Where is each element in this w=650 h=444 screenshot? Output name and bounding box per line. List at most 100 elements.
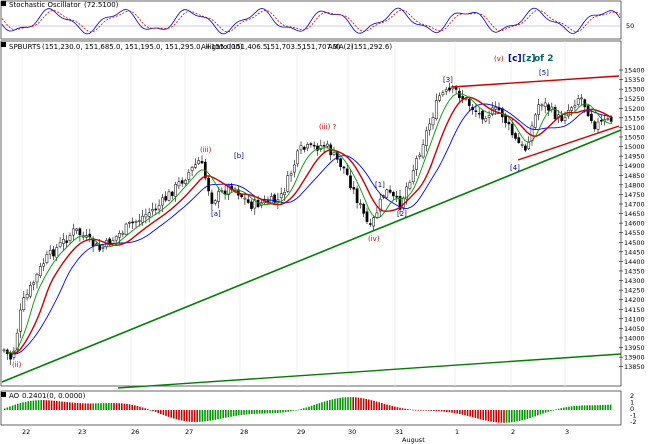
ao-bar (279, 410, 282, 413)
date-tick-label: 23 (78, 428, 86, 436)
ao-bar (321, 402, 323, 410)
date-axis[interactable]: August 22 23 26 27 28 29 30 31 1 2 3 (22, 428, 569, 444)
stoch-value: (72.5100) (84, 1, 119, 9)
ao-bar (482, 410, 484, 420)
candle-body (98, 244, 102, 251)
candle-body (227, 185, 230, 195)
ao-bar (505, 410, 508, 423)
candle-body (583, 99, 587, 108)
candle-body (9, 352, 12, 360)
ao-bar (222, 410, 224, 419)
panel-menu-icon[interactable] (1, 42, 6, 47)
price-panel[interactable]: SPBURTS (151,230.0, 151,685.0, 151,195.0… (0, 40, 645, 389)
candle-body (58, 242, 62, 247)
ao-bar (147, 409, 149, 410)
ao-bar (264, 410, 266, 414)
ao-bar (183, 410, 185, 421)
candle-body (405, 186, 408, 200)
ao-bar (209, 410, 211, 421)
candle-body (428, 123, 432, 131)
candle-body (233, 188, 237, 191)
candle-body (101, 247, 105, 249)
ao-panel[interactable]: AO 0.2401(0, 0.0000) 210-1-2 (0, 390, 636, 426)
ao-bar (339, 397, 341, 410)
price-tick-label: 15350 (624, 76, 645, 84)
ao-bar (58, 401, 61, 410)
candle-body (207, 177, 210, 192)
ao-bar (573, 406, 575, 410)
ao-bar (271, 410, 274, 414)
candle-body (121, 232, 125, 235)
panel-menu-icon[interactable] (1, 1, 6, 6)
ao-bar (581, 405, 583, 410)
candle-body (243, 197, 247, 200)
candle-body (411, 170, 415, 182)
candle-body (48, 250, 52, 255)
ao-bar (368, 399, 370, 410)
price-tick-label: 14000 (624, 334, 645, 342)
parallel-trendline[interactable] (117, 353, 622, 389)
ao-bar (456, 410, 458, 414)
wedge-upper-line[interactable] (451, 75, 620, 88)
price-tick-label: 14600 (624, 220, 645, 228)
candle-body (375, 212, 379, 218)
ao-bar (266, 410, 269, 414)
date-tick-label: 31 (395, 428, 403, 436)
candle-body (339, 158, 342, 167)
ao-histogram (4, 397, 612, 423)
candle-body (474, 110, 478, 112)
ao-bar (144, 408, 146, 410)
ao-bar (500, 410, 503, 423)
wedge-lower-line[interactable] (517, 125, 620, 161)
candle-body (421, 144, 425, 158)
price-tick-label: 14250 (624, 287, 645, 295)
candle-body (167, 191, 171, 201)
candle-body (573, 105, 577, 108)
ao-bar (378, 402, 380, 410)
candle-body (533, 114, 537, 128)
price-tick-label: 14500 (624, 239, 645, 247)
stochastic-panel[interactable]: Stochastic Oscillator (72.5100) 50 (0, 0, 634, 40)
candle-body (250, 201, 253, 209)
alligator-jaw-line (11, 103, 613, 355)
alligator-lips-value: (151,406.5, (229, 43, 270, 51)
ao-bar (464, 410, 466, 416)
lower-trendline[interactable] (1, 129, 622, 383)
ao-bar (76, 403, 79, 410)
candle-body (590, 113, 593, 121)
ao-bar (92, 403, 94, 410)
ao-bar (552, 410, 555, 411)
ao-bar (243, 410, 245, 415)
ao-bar (550, 410, 552, 411)
ao-bar (344, 397, 347, 410)
ao-bar (479, 410, 482, 420)
ao-bar (401, 408, 404, 410)
candle-body (599, 119, 603, 122)
candle-body (524, 145, 527, 151)
ao-bar (227, 410, 230, 418)
date-tick-label: 22 (22, 428, 30, 436)
candle-body (332, 152, 336, 155)
candle-body (19, 309, 22, 332)
candle-body (580, 97, 583, 100)
alligator-jaw-value: 151,707.3) (302, 43, 341, 51)
ao-bar (477, 410, 479, 419)
date-tick-label: 1 (455, 428, 459, 436)
wave-label: (iv) (368, 235, 380, 243)
ao-bar (427, 410, 430, 411)
ao-bar (511, 410, 513, 423)
panel-menu-icon[interactable] (1, 392, 6, 397)
ao-bar (256, 410, 258, 414)
ao-bar (14, 404, 16, 410)
ao-bar (212, 410, 214, 421)
ao-bar (74, 402, 76, 410)
ama-label: AMA(2) (328, 43, 354, 51)
ao-bar (248, 410, 250, 415)
ao-tick-label: 1 (630, 399, 634, 407)
ao-bar (115, 403, 118, 410)
ao-bar (178, 410, 180, 420)
candle-body (392, 192, 395, 197)
ao-bar (24, 401, 27, 410)
candle-body (217, 191, 220, 202)
